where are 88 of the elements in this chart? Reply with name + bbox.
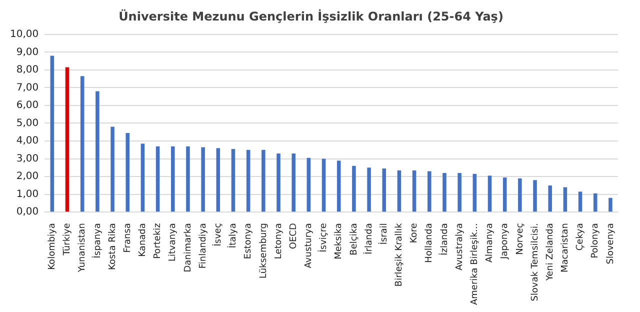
bar xyxy=(442,173,446,212)
y-tick-label: 10,00 xyxy=(10,28,39,40)
y-tick-label: 8,00 xyxy=(16,64,39,76)
bar xyxy=(292,153,296,212)
x-tick-label: Yeni Zelanda xyxy=(545,223,556,282)
x-tick-label: İtalya xyxy=(226,223,239,248)
bar xyxy=(65,67,70,212)
x-tick-label: Birleşik Krallık xyxy=(394,222,405,287)
x-tick-label: Avusturya xyxy=(304,223,314,268)
bar xyxy=(412,170,416,212)
x-tick-label: İsveç xyxy=(211,223,224,246)
x-tick-label: Türkiye xyxy=(62,222,73,256)
bar xyxy=(563,187,568,212)
x-tick-label: Lüksemburg xyxy=(258,223,269,279)
x-tick-label: Meksika xyxy=(334,223,344,260)
bar xyxy=(533,180,537,212)
bar xyxy=(578,192,582,212)
x-tick-label: Letonya xyxy=(274,223,284,260)
bar xyxy=(126,133,130,212)
chart-title: Üniversite Mezunu Gençlerin İşsizlik Oranları (25-64 Yaş) xyxy=(118,8,504,24)
y-tick-label: 6,00 xyxy=(16,100,39,112)
x-tick-label: Slovak Temsilcisi. xyxy=(530,223,540,302)
x-tick-label: OECD xyxy=(288,223,299,250)
y-tick-label: 0,00 xyxy=(16,206,39,218)
x-tick-label: Avustralya xyxy=(454,223,465,271)
x-tick-label: Kosta Rika xyxy=(108,223,118,270)
x-tick-label: İspanya xyxy=(90,223,103,258)
x-tick-label: Portekiz xyxy=(153,222,164,259)
x-tick-label: Estonya xyxy=(244,223,254,260)
bar xyxy=(502,177,507,212)
x-tick-label: İzlanda xyxy=(438,223,450,256)
y-tick-label: 4,00 xyxy=(16,136,39,147)
x-tick-label: Japonya xyxy=(500,223,510,260)
bar xyxy=(110,126,114,212)
x-tick-label: Kolombiya xyxy=(48,223,58,270)
bar xyxy=(382,168,386,212)
bar xyxy=(428,171,432,212)
bar xyxy=(186,146,190,212)
y-tick-label: 3,00 xyxy=(16,153,39,164)
x-tick-label: Almanya xyxy=(485,223,496,263)
x-tick-label: Macaristan xyxy=(560,223,571,272)
y-tick-label: 7,00 xyxy=(16,82,39,94)
x-tick-label: Litvanya xyxy=(168,223,178,262)
y-tick-label: 5,00 xyxy=(16,118,39,129)
x-tick-label: Finlandiya xyxy=(198,223,208,269)
bar xyxy=(80,76,84,212)
bar xyxy=(458,173,462,212)
bar xyxy=(518,178,522,212)
x-tick-label: Hollanda xyxy=(424,223,435,263)
bar xyxy=(397,170,402,212)
bar xyxy=(367,168,371,212)
bar xyxy=(140,144,145,212)
bar xyxy=(231,149,236,212)
y-tick-label: 9,00 xyxy=(16,46,39,58)
bar xyxy=(488,176,492,212)
x-tick-label: İrlanda xyxy=(362,223,374,254)
bar xyxy=(608,198,612,212)
x-tick-label: Norveç xyxy=(515,223,526,255)
y-tick-label: 1,00 xyxy=(16,188,39,200)
x-tick-label: İsrail xyxy=(377,223,390,245)
x-tick-label: Kore xyxy=(410,222,420,244)
bar xyxy=(156,146,160,212)
bar xyxy=(262,150,266,212)
bar xyxy=(216,148,220,212)
bar xyxy=(201,147,205,212)
bar xyxy=(548,185,552,212)
bar xyxy=(322,158,326,212)
bar xyxy=(472,174,477,212)
bar xyxy=(352,166,356,212)
x-tick-label: Amerika Birleşik… xyxy=(470,223,480,305)
x-tick-label: Slovenya xyxy=(606,223,616,264)
y-tick-label: 2,00 xyxy=(16,171,39,182)
x-tick-label: Fransa xyxy=(122,223,133,253)
bar xyxy=(336,160,341,212)
x-tick-label: İsviçre xyxy=(317,222,330,252)
x-tick-label: Yunanistan xyxy=(78,223,88,274)
x-tick-label: Kanada xyxy=(138,223,148,257)
bar xyxy=(246,150,250,212)
x-tick-label: Danimarka xyxy=(183,223,194,272)
x-tick-label: Çekya xyxy=(576,223,586,251)
bar xyxy=(96,91,100,212)
bar xyxy=(276,153,280,212)
x-tick-label: Polonya xyxy=(590,223,601,258)
bar xyxy=(306,158,311,212)
bar xyxy=(50,56,54,212)
bar xyxy=(170,146,175,212)
x-tick-label: Belçika xyxy=(349,223,360,256)
bar xyxy=(593,193,598,212)
